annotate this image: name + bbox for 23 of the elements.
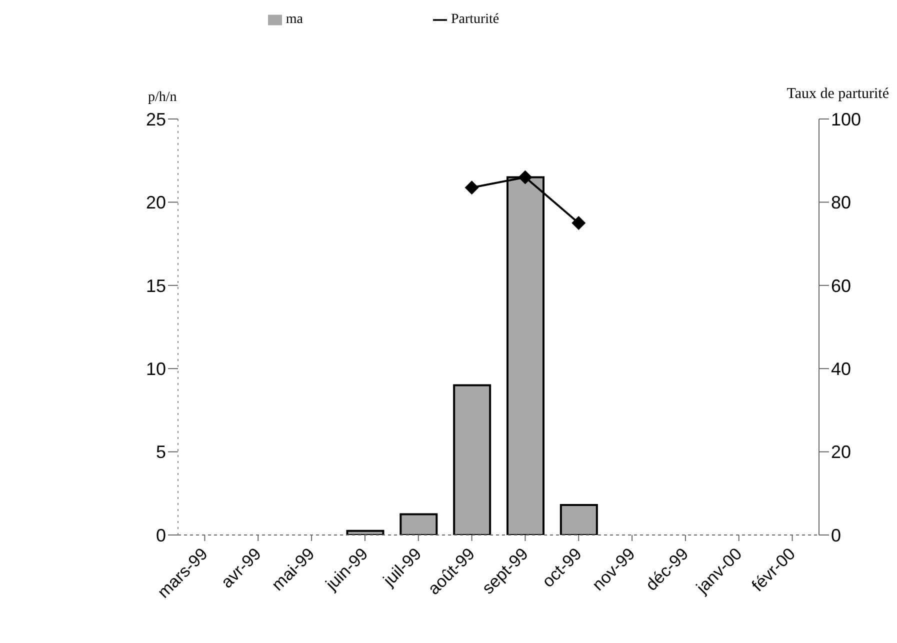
legend-label: ma	[286, 12, 303, 27]
bar	[560, 504, 598, 535]
y-tick-label: 15	[146, 276, 166, 296]
y2-tick-label: 80	[831, 192, 852, 213]
y2-tick-label: 0	[831, 525, 842, 546]
y-tick-label: 20	[146, 192, 166, 213]
y2-axis-title: Taux de parturité	[786, 86, 889, 103]
point	[518, 170, 532, 184]
y2-tick-label: 20	[831, 442, 852, 462]
point	[572, 216, 586, 230]
y-tick-label: 25	[146, 109, 166, 130]
y-tick-label: 10	[146, 358, 166, 379]
y2-tick-label: 60	[831, 276, 852, 296]
legend-label: Parturité	[450, 12, 500, 27]
y-tick-label: 5	[156, 442, 166, 462]
bar	[400, 513, 438, 535]
bar	[453, 384, 492, 535]
y-axis-title: p/h/n	[148, 90, 177, 106]
point	[464, 180, 479, 195]
y2-tick-label: 40	[831, 358, 852, 379]
y-tick-label: 0	[156, 525, 166, 546]
bar	[346, 530, 384, 535]
y2-tick-label: 100	[831, 109, 862, 130]
